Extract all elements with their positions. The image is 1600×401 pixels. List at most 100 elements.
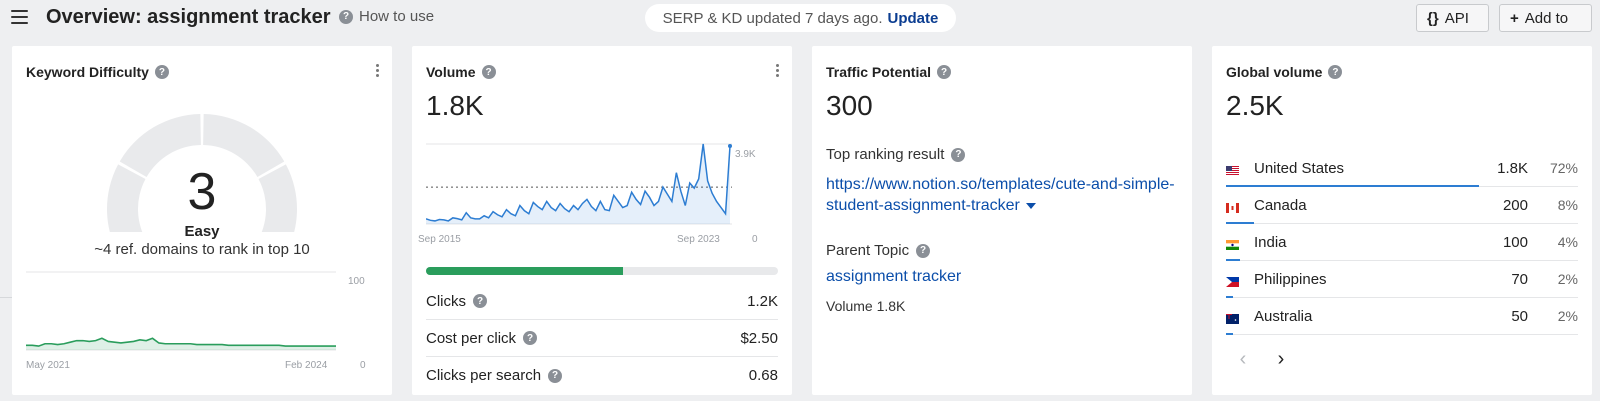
- metric-row-cpc: Cost per click? $2.50: [426, 320, 778, 357]
- country-share-bar: [1226, 296, 1234, 298]
- x-axis-start-label: May 2021: [26, 360, 70, 371]
- country-row[interactable]: United States 1.8K 72%: [1226, 150, 1578, 187]
- update-link[interactable]: Update: [887, 9, 939, 27]
- gauge-segment: [119, 114, 201, 177]
- chevron-left-icon[interactable]: ‹: [1239, 347, 1247, 370]
- traffic-value: 300: [826, 90, 873, 121]
- how-to-use-link[interactable]: ? How to use: [339, 8, 434, 25]
- add-to-button-label: Add to: [1524, 9, 1569, 27]
- country-row[interactable]: Philippines 70 2%: [1226, 261, 1578, 298]
- volume-area: [426, 144, 730, 224]
- chevron-right-icon[interactable]: ›: [1277, 347, 1285, 370]
- y-axis-min-label: 0: [360, 360, 366, 371]
- country-percent: 4%: [1557, 234, 1578, 250]
- kd-subtitle: ~4 ref. domains to rank in top 10: [94, 241, 310, 258]
- country-share-bar: [1226, 333, 1234, 335]
- metric-label: Cost per click: [426, 329, 517, 347]
- country-share-bar: [1226, 185, 1480, 187]
- card-title: Global volume ?: [1226, 64, 1343, 80]
- gauge-segment: [107, 164, 146, 232]
- metric-row-cps: Clicks per search? 0.68: [426, 357, 778, 394]
- divider: [0, 297, 12, 298]
- kd-value: 3: [187, 163, 217, 221]
- more-options-icon[interactable]: [774, 64, 780, 80]
- country-row[interactable]: Australia 50 2%: [1226, 298, 1578, 335]
- top-ranking-label: Top ranking result ?: [826, 146, 966, 163]
- top-bar: Overview: assignment tracker ? How to us…: [0, 0, 1600, 36]
- ca-flag-icon: [1226, 200, 1239, 213]
- how-to-use-label: How to use: [359, 8, 435, 25]
- add-to-button[interactable]: + Add to: [1499, 4, 1592, 32]
- card-title: Traffic Potential ?: [826, 64, 952, 80]
- global-volume-value: 2.5K: [1226, 90, 1284, 121]
- help-icon[interactable]: ?: [916, 243, 931, 258]
- help-icon: ?: [339, 9, 353, 24]
- plus-icon: +: [1510, 9, 1519, 27]
- x-axis-end-label: Sep 2023: [677, 234, 720, 245]
- kd-rating: Easy: [184, 223, 220, 240]
- top-ranking-url-link[interactable]: https://www.notion.so/templates/cute-and…: [826, 174, 1182, 216]
- country-volume: 1.8K: [1497, 160, 1528, 177]
- au-flag-icon: [1226, 311, 1239, 324]
- country-volume: 50: [1511, 308, 1528, 325]
- top-ranking-url: https://www.notion.so/templates/cute-and…: [826, 176, 1175, 214]
- clicks-progress-bar: [426, 267, 778, 275]
- parent-topic-link[interactable]: assignment tracker: [826, 268, 962, 285]
- parent-topic-label: Parent Topic ?: [826, 242, 931, 259]
- country-share-bar: [1226, 259, 1241, 261]
- metric-label: Clicks per search: [426, 367, 542, 384]
- keyword-difficulty-card: Keyword Difficulty ? 3 Easy ~4 ref. doma…: [12, 46, 392, 395]
- help-icon[interactable]: ?: [523, 331, 538, 345]
- more-options-icon[interactable]: [374, 64, 380, 80]
- volume-card: Volume ? 1.8K 3.9K 0 Sep 2015 Sep 2023 C…: [412, 46, 792, 395]
- country-percent: 2%: [1557, 308, 1578, 324]
- ph-flag-icon: [1226, 274, 1239, 287]
- kd-title: Keyword Difficulty: [26, 64, 149, 80]
- traffic-title: Traffic Potential: [826, 64, 932, 80]
- country-volume: 70: [1511, 271, 1528, 288]
- help-icon[interactable]: ?: [951, 147, 966, 162]
- country-row[interactable]: India 100 4%: [1226, 224, 1578, 261]
- traffic-potential-card: Traffic Potential ? 300 Top ranking resu…: [812, 46, 1192, 395]
- gauge-segment: [258, 164, 297, 232]
- top-ranking-text: Top ranking result: [826, 146, 945, 163]
- volume-line: [426, 143, 731, 222]
- api-button[interactable]: {} API: [1416, 4, 1489, 32]
- x-axis-start-label: Sep 2015: [418, 234, 461, 245]
- page-title: Overview: assignment tracker: [46, 6, 331, 28]
- volume-title: Volume: [426, 64, 476, 80]
- parent-topic-volume: Volume 1.8K: [826, 298, 906, 314]
- hamburger-menu-icon[interactable]: [11, 10, 28, 24]
- help-icon[interactable]: ?: [481, 65, 496, 79]
- kd-gauge: [107, 114, 297, 232]
- x-axis-end-label: Feb 2024: [285, 360, 328, 371]
- serp-status-pill: SERP & KD updated 7 days ago. Update: [645, 4, 956, 32]
- country-volume: 200: [1502, 197, 1528, 214]
- volume-last-point: [728, 144, 732, 149]
- caret-down-icon[interactable]: [1025, 202, 1036, 209]
- help-icon[interactable]: ?: [473, 294, 487, 308]
- us-flag-icon: [1226, 163, 1239, 175]
- help-icon[interactable]: ?: [1328, 65, 1343, 79]
- country-name: Philippines: [1254, 271, 1327, 288]
- kd-history-chart: [26, 271, 336, 351]
- braces-icon: {}: [1427, 9, 1439, 27]
- country-volume: 100: [1502, 234, 1528, 251]
- parent-topic-text: Parent Topic: [826, 242, 910, 259]
- country-row[interactable]: Canada 200 8%: [1226, 187, 1578, 224]
- country-percent: 72%: [1549, 160, 1578, 176]
- volume-value: 1.8K: [426, 90, 484, 121]
- volume-history-chart: [426, 143, 732, 225]
- serp-status-text: SERP & KD updated 7 days ago.: [662, 9, 883, 27]
- country-share-bar: [1226, 222, 1255, 224]
- card-title: Volume ?: [426, 64, 496, 80]
- country-name: United States: [1254, 160, 1345, 177]
- help-icon[interactable]: ?: [937, 65, 952, 79]
- global-title: Global volume: [1226, 64, 1323, 80]
- gauge-segment: [203, 114, 285, 177]
- api-button-label: API: [1444, 9, 1469, 27]
- country-name: Australia: [1254, 308, 1313, 325]
- help-icon[interactable]: ?: [154, 65, 169, 79]
- country-percent: 2%: [1557, 271, 1578, 287]
- help-icon[interactable]: ?: [548, 368, 563, 383]
